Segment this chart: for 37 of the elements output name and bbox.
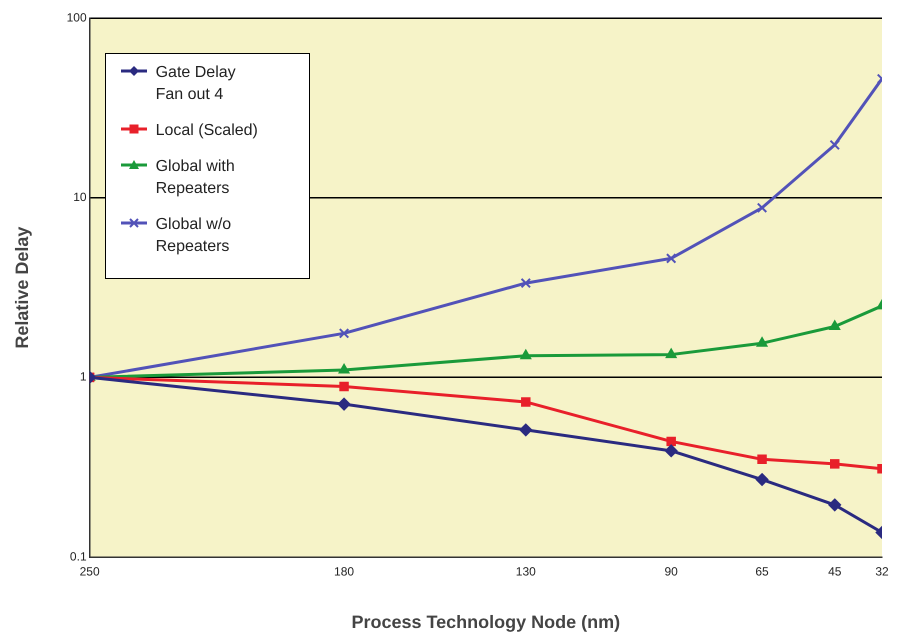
point [338,363,350,374]
y-tick-label: 0.1 [70,549,87,564]
point [665,348,677,358]
x-tick-label: 130 [516,564,536,579]
point [664,444,678,458]
point [666,253,676,264]
point [830,459,840,469]
point [828,498,842,512]
point [339,382,349,392]
point [520,349,532,360]
legend-label: Global with Repeaters [156,157,236,200]
point [829,320,840,330]
point [756,473,769,486]
x-tick-label: 32 [875,564,889,579]
x-tick-label: 250 [80,564,100,579]
point [757,454,767,464]
point [756,202,768,214]
legend-label: Local (Scaled) [156,121,259,142]
point [830,140,840,150]
point [521,397,531,407]
point [519,423,532,436]
y-tick-label: 100 [66,10,87,25]
x-tick-label: 65 [755,564,770,579]
legend-label: Gate Delay Fan out 4 [156,63,237,106]
y-tick-label: 10 [73,190,87,204]
point [338,398,351,411]
point [756,336,768,347]
x-axis-title: Process Technology Node (nm) [351,612,620,632]
x-tick-label: 90 [664,564,678,579]
x-tick-label: 45 [828,564,842,579]
legend-label: Global w/o Repeaters [156,215,232,258]
point [666,436,676,446]
point [338,328,350,339]
y-tick-label: 1 [80,370,87,384]
x-tick-label: 180 [334,564,354,579]
point [520,278,532,288]
y-axis-title: Relative Delay [12,226,32,349]
